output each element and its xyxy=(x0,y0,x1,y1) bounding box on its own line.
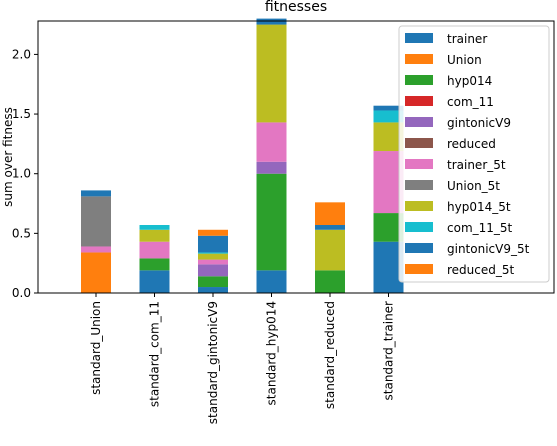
bar-standard-gintonicv9-reduced-5t xyxy=(198,229,228,236)
bar-standard-trainer-gintonicv9-5t xyxy=(373,105,404,111)
legend-swatch-trainer-5t xyxy=(405,159,433,169)
legend-label-reduced: reduced xyxy=(447,137,496,151)
y-tick-label-4: 2.0 xyxy=(12,47,31,61)
x-tick-label-4: standard_reduced xyxy=(323,301,337,409)
bar-standard-union-union xyxy=(81,252,111,293)
bar-standard-gintonicv9-gintonicv9 xyxy=(198,264,228,277)
legend-frame xyxy=(398,25,550,283)
x-tick-label-0: standard_Union xyxy=(89,301,103,395)
legend-swatch-union-5t xyxy=(405,180,433,190)
bar-standard-trainer-com-11-5t xyxy=(373,110,404,123)
bar-standard-union-trainer-5t xyxy=(81,246,111,253)
bar-standard-hyp014-gintonicv9 xyxy=(256,161,287,174)
bar-standard-union-union-5t xyxy=(81,196,111,247)
bar-standard-com-11-trainer-5t xyxy=(139,241,170,259)
legend-label-com-11: com_11 xyxy=(447,95,494,109)
legend-swatch-gintonicv9-5t xyxy=(405,243,433,253)
bar-standard-hyp014-trainer-5t xyxy=(256,122,287,162)
bar-standard-reduced-gintonicv9-5t xyxy=(315,225,345,230)
y-tick-label-0: 0.0 xyxy=(12,286,31,300)
bar-standard-com-11-trainer xyxy=(139,270,170,293)
bar-standard-reduced-reduced-5t xyxy=(315,202,345,225)
legend-label-union-5t: Union_5t xyxy=(447,179,500,193)
legend-swatch-trainer xyxy=(405,33,433,43)
legend-swatch-com-11 xyxy=(405,96,433,106)
legend-label-hyp014-5t: hyp014_5t xyxy=(447,200,511,214)
bar-standard-gintonicv9-hyp014-5t xyxy=(198,253,228,260)
legend: trainer Union hyp014 com_11 gintonicV9 reduce… xyxy=(398,25,550,283)
bar-standard-hyp014-gintonicv9-5t xyxy=(256,18,287,25)
x-tick-label-2: standard_gintonicV9 xyxy=(206,301,220,424)
y-tick-label-3: 1.5 xyxy=(12,107,31,121)
bar-standard-hyp014-hyp014-5t xyxy=(256,24,287,123)
bars-group xyxy=(81,18,404,293)
bar-standard-com-11-hyp014-5t xyxy=(139,229,170,242)
plot-frame xyxy=(37,20,555,294)
bar-standard-union-gintonicv9-5t xyxy=(81,190,111,197)
legend-label-reduced-5t: reduced_5t xyxy=(447,263,515,277)
x-axis-ticks: standard_Union standard_com_11 standard_gi… xyxy=(89,293,396,424)
bar-standard-com-11-com-11-5t xyxy=(139,225,170,230)
bar-standard-hyp014-trainer xyxy=(256,270,287,293)
x-tick-label-1: standard_com_11 xyxy=(148,301,162,407)
legend-label-com-11-5t: com_11_5t xyxy=(447,221,513,235)
chart-title: fitnesses xyxy=(265,0,327,15)
legend-label-trainer-5t: trainer_5t xyxy=(447,158,506,172)
legend-label-hyp014: hyp014 xyxy=(447,74,492,88)
y-tick-label-1: 0.5 xyxy=(12,226,31,240)
bar-standard-gintonicv9-trainer-5t xyxy=(198,259,228,265)
legend-swatch-hyp014-5t xyxy=(405,201,433,211)
bar-standard-com-11-hyp014 xyxy=(139,258,170,271)
x-tick-label-3: standard_hyp014 xyxy=(265,301,279,405)
legend-swatch-com-11-5t xyxy=(405,222,433,232)
legend-swatch-reduced-5t xyxy=(405,264,433,274)
x-tick-label-5: standard_trainer xyxy=(382,301,396,401)
bar-standard-gintonicv9-com-11-5t xyxy=(198,252,228,254)
y-tick-label-2: 1.0 xyxy=(12,167,31,181)
legend-swatch-hyp014 xyxy=(405,75,433,85)
legend-swatch-gintonicv9 xyxy=(405,117,433,127)
bar-standard-reduced-hyp014 xyxy=(315,270,345,293)
legend-label-trainer: trainer xyxy=(447,32,487,46)
legend-label-union: Union xyxy=(447,53,482,67)
bar-standard-gintonicv9-trainer xyxy=(198,287,228,293)
bar-standard-reduced-hyp014-5t xyxy=(315,229,345,271)
bar-standard-gintonicv9-hyp014 xyxy=(198,276,228,288)
legend-label-gintonicv9-5t: gintonicV9_5t xyxy=(447,242,530,256)
bar-standard-hyp014-hyp014 xyxy=(256,173,287,271)
legend-swatch-union xyxy=(405,54,433,64)
bar-standard-gintonicv9-gintonicv9-5t xyxy=(198,235,228,253)
y-axis-ticks: 0.0 0.5 1.0 1.5 2.0 xyxy=(12,47,38,300)
legend-swatch-reduced xyxy=(405,138,433,148)
y-axis-label: sum over fitness xyxy=(1,107,15,207)
legend-label-gintonicv9: gintonicV9 xyxy=(447,116,511,130)
